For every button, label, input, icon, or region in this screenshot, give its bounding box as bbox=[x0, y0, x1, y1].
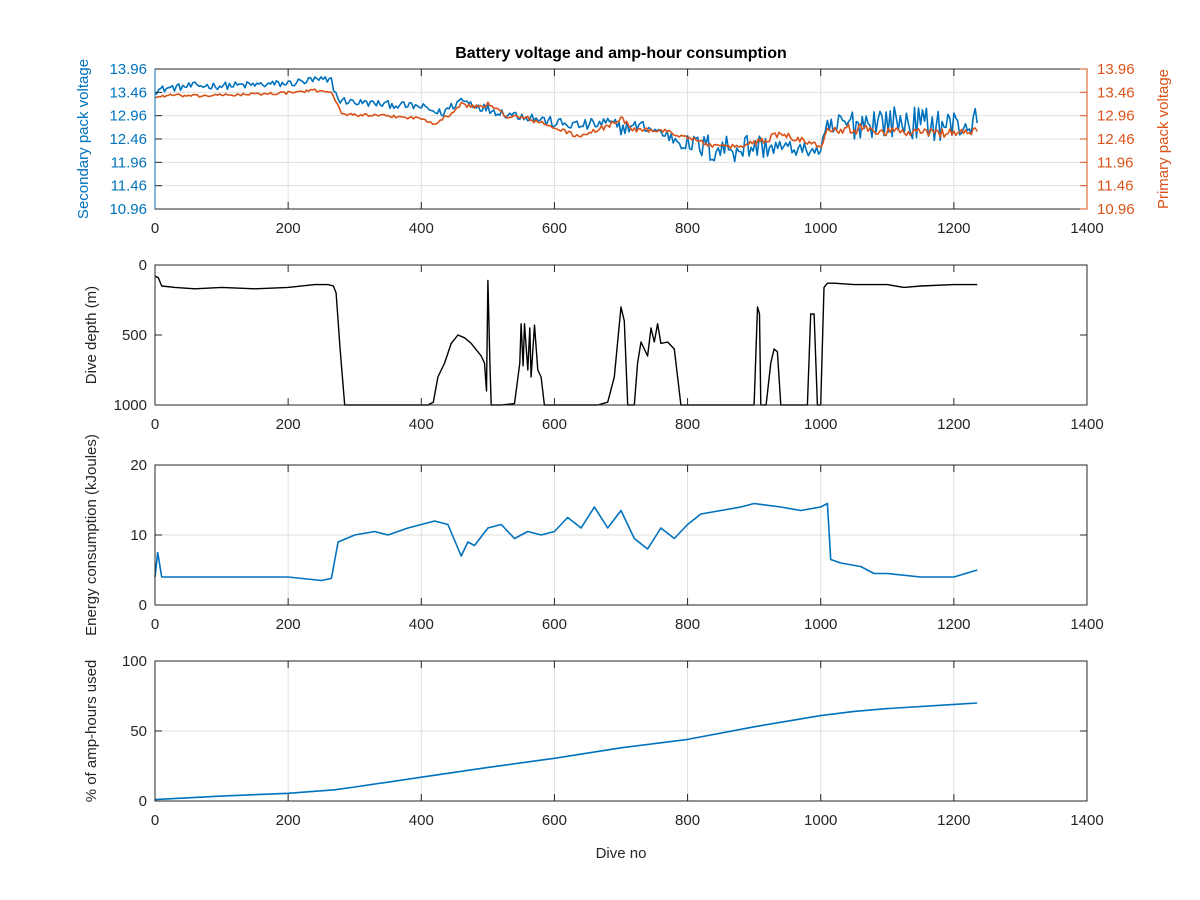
energy-xtick-label-0: 0 bbox=[151, 616, 159, 633]
voltage-series-left-line bbox=[154, 76, 978, 163]
energy-xtick-label-1400: 1400 bbox=[1070, 616, 1103, 633]
amphours-ytick-label-0: 0 bbox=[139, 793, 147, 810]
depth-xtick-label-800: 800 bbox=[675, 416, 700, 433]
depth-xtick-label-200: 200 bbox=[276, 416, 301, 433]
energy-ytick-label-0: 0 bbox=[139, 597, 147, 614]
energy-xtick-label-800: 800 bbox=[675, 616, 700, 633]
depth-panel: 0 200 400 600 800 1000 1200 1400 0 500 1000 Dive d… bbox=[83, 257, 1104, 433]
voltage-ytick-label-11.96: 11.96 bbox=[111, 154, 147, 171]
voltage-axes: 0 200 400 600 800 1000 1200 1400 10.96 11.46 11.96… bbox=[109, 61, 1134, 237]
depth-ytick-label-1000: 1000 bbox=[114, 397, 147, 414]
depth-xtick-label-400: 400 bbox=[409, 416, 434, 433]
energy-series-0-line bbox=[154, 502, 978, 582]
amphours-axes: 0 200 400 600 800 1000 1200 1400 0 50 100 bbox=[122, 653, 1104, 829]
energy-ytick-label-10: 10 bbox=[130, 527, 147, 544]
amphours-panel: 0 200 400 600 800 1000 1200 1400 0 50 100 % of amp… bbox=[83, 653, 1104, 862]
voltage-xtick-label-1200: 1200 bbox=[937, 220, 970, 237]
voltage-ytick-right-label-11.96: 11.96 bbox=[1097, 154, 1133, 171]
energy-xtick-label-200: 200 bbox=[276, 616, 301, 633]
depth-xtick-label-1000: 1000 bbox=[804, 416, 837, 433]
energy-lines bbox=[154, 502, 978, 582]
voltage-series-right-line bbox=[154, 88, 978, 150]
amphours-xtick-label-1000: 1000 bbox=[804, 812, 837, 829]
energy-ylabel: Energy consumption (kJoules) bbox=[83, 434, 100, 636]
amphours-xtick-label-600: 600 bbox=[542, 812, 567, 829]
voltage-lines bbox=[154, 76, 978, 163]
amphours-xtick-label-200: 200 bbox=[276, 812, 301, 829]
voltage-ytick-label-11.46: 11.46 bbox=[111, 178, 147, 195]
voltage-xtick-label-200: 200 bbox=[276, 220, 301, 237]
voltage-xtick-label-1400: 1400 bbox=[1070, 220, 1103, 237]
energy-panel: 0 200 400 600 800 1000 1200 1400 0 10 20 Energy co… bbox=[83, 434, 1104, 636]
voltage-ytick-label-13.46: 13.46 bbox=[109, 84, 147, 101]
dive-no-xlabel: Dive no bbox=[596, 845, 647, 862]
voltage-ytick-right-label-12.96: 12.96 bbox=[1097, 108, 1135, 125]
energy-xtick-label-600: 600 bbox=[542, 616, 567, 633]
depth-lines bbox=[154, 275, 978, 406]
amphours-series-0-line bbox=[154, 702, 978, 801]
amphours-ytick-label-50: 50 bbox=[130, 723, 147, 740]
voltage-ytick-label-12.96: 12.96 bbox=[109, 108, 147, 125]
voltage-ytick-right-label-10.96: 10.96 bbox=[1097, 201, 1135, 218]
energy-grid bbox=[154, 464, 1088, 606]
energy-axes: 0 200 400 600 800 1000 1200 1400 0 10 20 bbox=[130, 457, 1103, 633]
amphours-ytick-label-100: 100 bbox=[122, 653, 147, 670]
voltage-panel: 0 200 400 600 800 1000 1200 1400 10.96 11.46 11.96… bbox=[75, 59, 1172, 237]
voltage-ytick-label-13.96: 13.96 bbox=[109, 61, 147, 78]
amphours-xtick-label-0: 0 bbox=[151, 812, 159, 829]
depth-series-0-line bbox=[154, 275, 978, 406]
chart-title: Battery voltage and amp-hour consumption bbox=[455, 45, 787, 62]
voltage-xtick-label-1000: 1000 bbox=[804, 220, 837, 237]
amphours-xtick-label-1200: 1200 bbox=[937, 812, 970, 829]
voltage-ytick-right-label-11.46: 11.46 bbox=[1097, 178, 1133, 195]
depth-axes: 0 200 400 600 800 1000 1200 1400 0 500 1000 bbox=[114, 257, 1104, 433]
depth-ylabel: Dive depth (m) bbox=[83, 286, 100, 384]
amphours-xtick-label-800: 800 bbox=[675, 812, 700, 829]
amphours-xtick-label-400: 400 bbox=[409, 812, 434, 829]
energy-xtick-label-1200: 1200 bbox=[937, 616, 970, 633]
depth-xtick-label-1400: 1400 bbox=[1070, 416, 1103, 433]
voltage-ytick-label-10.96: 10.96 bbox=[109, 201, 147, 218]
amphours-grid bbox=[154, 660, 1088, 802]
voltage-xtick-label-800: 800 bbox=[675, 220, 700, 237]
voltage-grid bbox=[154, 68, 1088, 210]
depth-xtick-label-0: 0 bbox=[151, 416, 159, 433]
energy-xtick-label-400: 400 bbox=[409, 616, 434, 633]
voltage-ytick-right-label-13.46: 13.46 bbox=[1097, 84, 1135, 101]
depth-xtick-label-1200: 1200 bbox=[937, 416, 970, 433]
amphours-ylabel: % of amp-hours used bbox=[83, 660, 100, 803]
voltage-xtick-label-0: 0 bbox=[151, 220, 159, 237]
voltage-ytick-right-label-13.96: 13.96 bbox=[1097, 61, 1135, 78]
energy-xtick-label-1000: 1000 bbox=[804, 616, 837, 633]
energy-ytick-label-20: 20 bbox=[130, 457, 147, 474]
voltage-ytick-label-12.46: 12.46 bbox=[109, 131, 147, 148]
voltage-xtick-label-600: 600 bbox=[542, 220, 567, 237]
voltage-left-ylabel: Secondary pack voltage bbox=[75, 59, 92, 219]
amphours-lines bbox=[154, 702, 978, 801]
voltage-right-ylabel: Primary pack voltage bbox=[1155, 69, 1172, 209]
voltage-ytick-right-label-12.46: 12.46 bbox=[1097, 131, 1135, 148]
depth-ytick-label-0: 0 bbox=[139, 257, 147, 274]
amphours-xtick-label-1400: 1400 bbox=[1070, 812, 1103, 829]
depth-xtick-label-600: 600 bbox=[542, 416, 567, 433]
depth-ytick-label-500: 500 bbox=[122, 327, 147, 344]
voltage-xtick-label-400: 400 bbox=[409, 220, 434, 237]
